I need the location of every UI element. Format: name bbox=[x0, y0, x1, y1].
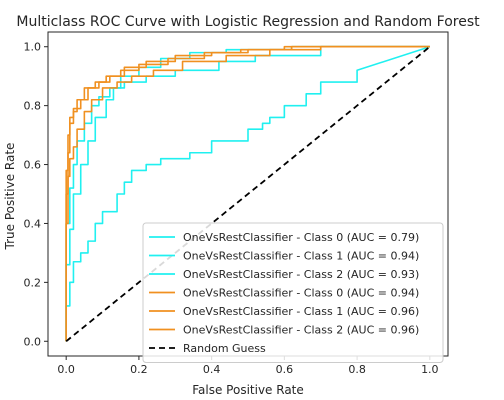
x-tick-label: 0.8 bbox=[348, 363, 366, 376]
legend-entry-label: OneVsRestClassifier - Class 0 (AUC = 0.9… bbox=[183, 287, 419, 300]
legend-entry-label: OneVsRestClassifier - Class 2 (AUC = 0.9… bbox=[183, 324, 419, 337]
legend-box bbox=[142, 222, 444, 363]
y-tick-label: 0.8 bbox=[24, 100, 42, 113]
x-tick-label: 0.6 bbox=[276, 363, 294, 376]
x-tick-label: 0.2 bbox=[130, 363, 148, 376]
x-axis-label: False Positive Rate bbox=[192, 383, 304, 397]
plot-area bbox=[65, 45, 431, 342]
legend-entry-label: OneVsRestClassifier - Class 2 (AUC = 0.9… bbox=[183, 268, 419, 281]
y-tick-label: 0.0 bbox=[24, 335, 42, 348]
roc-series-line-5 bbox=[65, 45, 430, 342]
roc-series-line-2 bbox=[65, 45, 430, 342]
legend-entry-label: OneVsRestClassifier - Class 1 (AUC = 0.9… bbox=[183, 250, 419, 263]
y-tick-label: 0.6 bbox=[24, 159, 42, 172]
x-tick-label: 1.0 bbox=[421, 363, 439, 376]
y-tick-label: 1.0 bbox=[24, 41, 42, 54]
legend-entry-label: OneVsRestClassifier - Class 0 (AUC = 0.7… bbox=[183, 231, 419, 244]
legend-entry-label: Random Guess bbox=[183, 342, 266, 355]
y-tick-label: 0.4 bbox=[24, 217, 42, 230]
chart-title: Multiclass ROC Curve with Logistic Regre… bbox=[16, 14, 480, 30]
roc-series-line-3 bbox=[65, 45, 430, 342]
x-axis: 0.0 0.2 0.4 0.6 0.8 1.0 bbox=[57, 356, 439, 376]
legend: OneVsRestClassifier - Class 0 (AUC = 0.7… bbox=[142, 222, 444, 363]
x-tick-label: 0.0 bbox=[57, 363, 75, 376]
y-axis-label: True Positive Rate bbox=[3, 143, 17, 251]
legend-entry-label: OneVsRestClassifier - Class 1 (AUC = 0.9… bbox=[183, 305, 419, 318]
random-guess-line bbox=[65, 46, 431, 342]
y-axis: 0.0 0.2 0.4 0.6 0.8 1.0 bbox=[24, 41, 48, 348]
y-tick-label: 0.2 bbox=[24, 276, 42, 289]
roc-series-line-0 bbox=[65, 45, 431, 342]
x-tick-label: 0.4 bbox=[203, 363, 221, 376]
roc-series-line-1 bbox=[65, 45, 430, 342]
